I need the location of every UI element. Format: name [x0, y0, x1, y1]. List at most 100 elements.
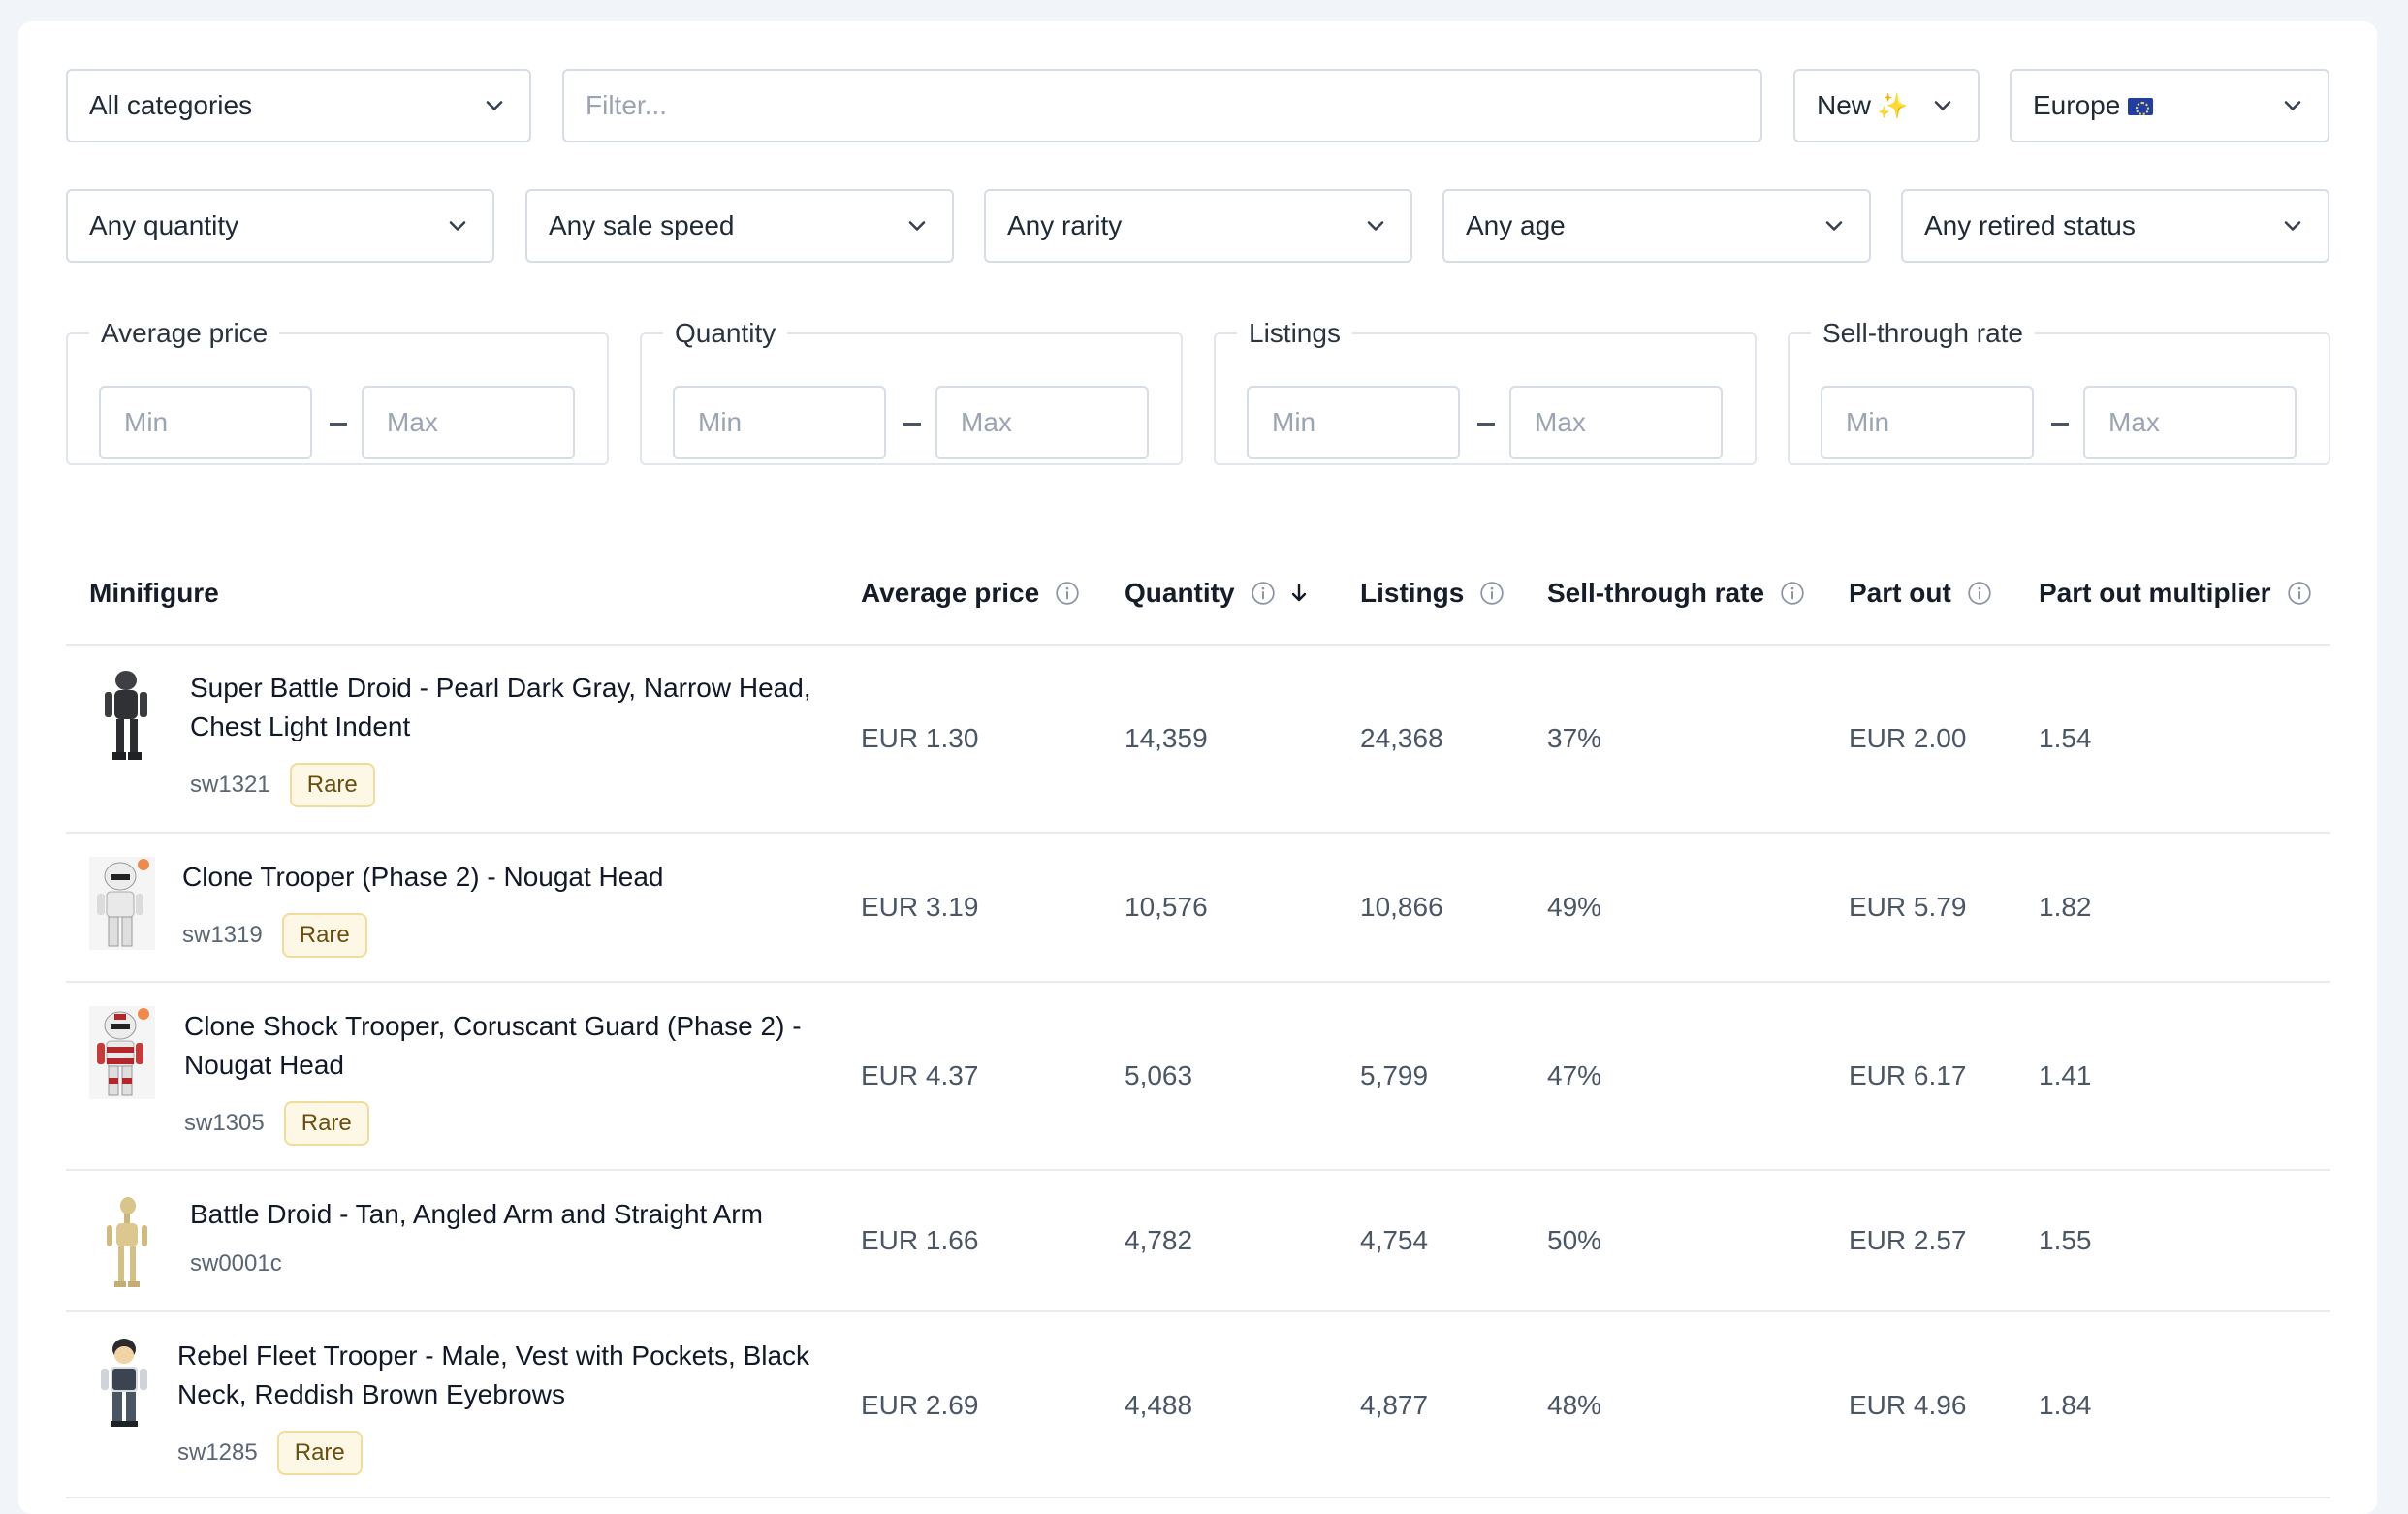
info-icon[interactable]: [1251, 581, 1276, 606]
average-price-cell: EUR 2.69: [861, 1390, 979, 1420]
minifigure-name[interactable]: Clone Trooper (Phase 2) - Nougat Head: [182, 862, 664, 892]
part-out-cell: EUR 6.17: [1849, 1060, 1967, 1090]
condition-select[interactable]: New ✨: [1793, 69, 1980, 142]
minifigure-name[interactable]: Rebel Fleet Trooper - Male, Vest with Po…: [177, 1341, 810, 1409]
minifigure-name[interactable]: Clone Shock Trooper, Coruscant Guard (Ph…: [184, 1011, 802, 1080]
sale-speed-select[interactable]: Any sale speed: [525, 189, 954, 263]
minifigure-thumbnail: [107, 1197, 147, 1287]
retired-status-select[interactable]: Any retired status: [1901, 189, 2329, 263]
rarity-badge: Rare: [276, 1431, 363, 1475]
search-input[interactable]: [562, 69, 1762, 142]
part-out-cell: EUR 5.79: [1849, 892, 1967, 922]
minifigure-sku: sw1285: [177, 1439, 258, 1466]
chevron-down-icon: [1825, 221, 1843, 231]
chevron-down-icon: [1934, 101, 1951, 110]
multiplier-cell: 1.84: [2039, 1390, 2092, 1420]
row-divider: [66, 981, 2330, 983]
listings-min-input[interactable]: [1247, 386, 1460, 459]
quantity-cell: 4,488: [1125, 1390, 1193, 1420]
average-price-cell: EUR 1.30: [861, 723, 979, 753]
range-dash: [1477, 423, 1495, 426]
part-out-cell: EUR 2.00: [1849, 723, 1967, 753]
age-select[interactable]: Any age: [1442, 189, 1871, 263]
minifigure-thumbnail: [89, 857, 155, 950]
listings-max-input[interactable]: [1509, 386, 1723, 459]
retired-status-select-value: Any retired status: [1924, 210, 2136, 240]
sort-descending-icon[interactable]: [1287, 581, 1311, 606]
category-select-value: All categories: [89, 90, 253, 120]
category-select[interactable]: All categories: [66, 69, 531, 142]
rarity-badge: Rare: [281, 913, 367, 958]
column-header-sell-through-rate[interactable]: Sell-through rate: [1547, 578, 1805, 609]
eu-flag-icon: [2128, 98, 2154, 115]
sparkle-icon: ✨: [1877, 91, 1909, 120]
minifigure-name[interactable]: Super Battle Droid - Pearl Dark Gray, Na…: [190, 673, 811, 741]
info-icon[interactable]: [1479, 581, 1505, 606]
column-header-part-out[interactable]: Part out: [1849, 578, 1992, 609]
row-divider: [66, 1169, 2330, 1171]
listings-cell: 5,799: [1360, 1060, 1429, 1090]
range-label: Listings: [1249, 318, 1341, 348]
average-price-min-input[interactable]: [99, 386, 312, 459]
chevron-down-icon: [2284, 101, 2301, 110]
quantity-max-input[interactable]: [935, 386, 1149, 459]
row-divider: [66, 832, 2330, 834]
sell-through-cell: 49%: [1547, 892, 1602, 922]
listings-cell: 24,368: [1360, 723, 1443, 753]
quantity-min-input[interactable]: [673, 386, 886, 459]
region-select-value: Europe: [2033, 90, 2121, 120]
chevron-down-icon: [486, 101, 503, 110]
info-icon[interactable]: [1055, 581, 1080, 606]
column-header-listings[interactable]: Listings: [1360, 578, 1505, 609]
multiplier-cell: 1.55: [2039, 1225, 2092, 1255]
minifigure-sku: sw1321: [190, 772, 270, 798]
range-dash: [2051, 423, 2069, 426]
range-label: Average price: [101, 318, 269, 348]
average-price-cell: EUR 3.19: [861, 892, 979, 922]
minifigure-sku: sw1319: [182, 922, 263, 948]
listings-cell: 4,877: [1360, 1390, 1429, 1420]
table-header-divider: [66, 644, 2330, 646]
main-card: [18, 21, 2377, 1514]
rarity-select-value: Any rarity: [1007, 210, 1123, 240]
column-header-part-out-multiplier[interactable]: Part out multiplier: [2039, 578, 2312, 609]
listings-range: Listings: [1214, 318, 1757, 465]
quantity-cell: 14,359: [1125, 723, 1208, 753]
minifigure-thumbnail: [89, 1006, 155, 1099]
info-icon[interactable]: [1780, 581, 1805, 606]
multiplier-cell: 1.82: [2039, 892, 2092, 922]
sell-through-max-input[interactable]: [2083, 386, 2297, 459]
chevron-down-icon: [1367, 221, 1384, 231]
range-label: Quantity: [675, 318, 776, 348]
minifigure-thumbnail: [105, 671, 147, 760]
column-header-average-price[interactable]: Average price: [861, 578, 1080, 609]
part-out-cell: EUR 2.57: [1849, 1225, 1967, 1255]
sell-through-min-input[interactable]: [1821, 386, 2034, 459]
rarity-select[interactable]: Any rarity: [984, 189, 1412, 263]
multiplier-cell: 1.41: [2039, 1060, 2092, 1090]
quantity-select[interactable]: Any quantity: [66, 189, 494, 263]
column-header-quantity[interactable]: Quantity: [1125, 578, 1311, 609]
column-header-minifigure[interactable]: Minifigure: [89, 578, 219, 608]
minifigure-thumbnail: [101, 1339, 147, 1427]
sell-through-cell: 47%: [1547, 1060, 1602, 1090]
part-out-cell: EUR 4.96: [1849, 1390, 1967, 1420]
info-icon[interactable]: [1967, 581, 1992, 606]
sell-through-cell: 48%: [1547, 1390, 1602, 1420]
range-dash: [903, 423, 921, 426]
minifigure-sku: sw0001c: [190, 1250, 282, 1277]
sale-speed-select-value: Any sale speed: [549, 210, 735, 240]
quantity-select-value: Any quantity: [89, 210, 239, 240]
quantity-cell: 5,063: [1125, 1060, 1193, 1090]
average-price-cell: EUR 4.37: [861, 1060, 979, 1090]
minifigure-sku: sw1305: [184, 1110, 265, 1136]
condition-select-value: New: [1817, 90, 1872, 120]
average-price-cell: EUR 1.66: [861, 1225, 979, 1255]
row-divider: [66, 1497, 2330, 1498]
region-select[interactable]: Europe: [2010, 69, 2329, 142]
average-price-max-input[interactable]: [362, 386, 575, 459]
chevron-down-icon: [2284, 221, 2301, 231]
minifigure-name[interactable]: Battle Droid - Tan, Angled Arm and Strai…: [190, 1199, 763, 1229]
info-icon[interactable]: [2287, 581, 2312, 606]
quantity-cell: 10,576: [1125, 892, 1208, 922]
